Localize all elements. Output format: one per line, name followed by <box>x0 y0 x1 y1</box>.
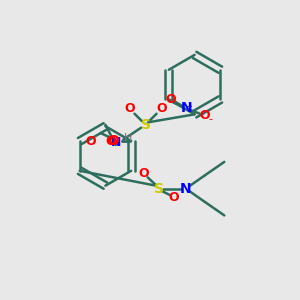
Text: N: N <box>181 101 193 116</box>
Text: H: H <box>124 133 132 143</box>
Text: O: O <box>139 167 149 180</box>
Text: O: O <box>105 135 116 148</box>
Text: S: S <box>140 118 151 132</box>
Text: O: O <box>199 109 210 122</box>
Text: S: S <box>154 182 164 196</box>
Text: N: N <box>180 182 191 196</box>
Text: O: O <box>157 102 167 115</box>
Text: O: O <box>124 102 134 115</box>
Text: O: O <box>169 191 179 204</box>
Text: O: O <box>107 134 119 148</box>
Text: N: N <box>111 136 121 149</box>
Text: -: - <box>208 114 212 124</box>
Text: O: O <box>165 93 175 106</box>
Text: O: O <box>86 135 96 148</box>
Text: +: + <box>185 102 192 111</box>
